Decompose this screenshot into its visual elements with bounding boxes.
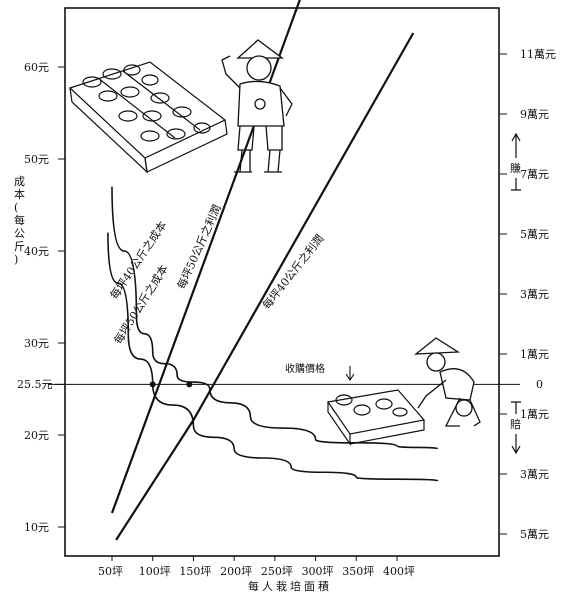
- profit-up-label: 賺: [510, 161, 521, 175]
- x-axis-label: 每人栽培面積: [248, 579, 332, 593]
- left-y-axis-label-text: 成本(每公斤): [14, 175, 25, 266]
- right-tick-label: 5萬元: [520, 528, 549, 541]
- right-y-axis: 11萬元 9萬元 7萬元 5萬元 3萬元 1萬元 1萬元 3萬元 5萬元: [499, 48, 556, 541]
- left-tick-label: 40元: [24, 245, 49, 258]
- right-tick-label: 7萬元: [520, 168, 549, 181]
- right-tick-label: 11萬元: [520, 48, 556, 61]
- right-tick-label: 5萬元: [520, 228, 549, 241]
- series-line: [111, 186, 439, 450]
- farmer-flexing-illustration: [221, 39, 293, 173]
- farmer-crouching-illustration: [414, 337, 481, 427]
- profit-bar-icon: [511, 178, 521, 191]
- right-tick-label: 1萬元: [520, 408, 549, 421]
- x-tick-label: 300坪: [302, 565, 334, 578]
- left-tick-label: 30元: [24, 337, 49, 350]
- left-tick-label: 10元: [24, 521, 49, 534]
- left-tick-label: 20元: [24, 429, 49, 442]
- profit-arrow-icon: [511, 132, 521, 158]
- right-tick-label: 9萬元: [520, 108, 549, 121]
- loss-arrow-icon: [511, 434, 521, 455]
- series-line: [107, 232, 439, 482]
- reference-right-label: 0: [536, 378, 543, 391]
- x-tick-label: 250坪: [261, 565, 293, 578]
- reference-line-label: 收購價格: [285, 362, 325, 375]
- x-tick-label: 400坪: [383, 565, 415, 578]
- x-axis: 50坪 100坪 150坪 200坪 250坪 300坪 350坪 400坪: [98, 556, 415, 578]
- x-tick-label: 200坪: [220, 565, 252, 578]
- intersection-point: [149, 381, 156, 388]
- x-tick-label: 350坪: [342, 565, 374, 578]
- loss-down-label: 賠: [510, 417, 521, 431]
- mushroom-crate-top-illustration: [68, 61, 228, 174]
- plot-frame: [64, 7, 500, 557]
- reference-left-label: 25.5元: [17, 378, 53, 391]
- x-tick-label: 50坪: [98, 565, 123, 578]
- mushroom-crate-bottom-illustration: [326, 389, 426, 446]
- reference-arrow-icon: [345, 366, 355, 381]
- right-tick-label: 3萬元: [520, 288, 549, 301]
- series-line: [110, 0, 301, 514]
- x-tick-label: 100坪: [139, 565, 171, 578]
- left-tick-label: 50元: [24, 153, 49, 166]
- series-label: 每坪40公斤之成本: [107, 218, 169, 301]
- left-tick-label: 60元: [24, 61, 49, 74]
- series-label: 每坪50公斤之成本: [111, 262, 171, 347]
- left-y-axis: 10元 20元 30元 40元 50元 60元: [24, 61, 65, 534]
- loss-bar-icon: [511, 401, 521, 414]
- intersection-point: [186, 381, 193, 388]
- right-tick-label: 1萬元: [520, 348, 549, 361]
- right-tick-label: 3萬元: [520, 468, 549, 481]
- x-tick-label: 150坪: [179, 565, 211, 578]
